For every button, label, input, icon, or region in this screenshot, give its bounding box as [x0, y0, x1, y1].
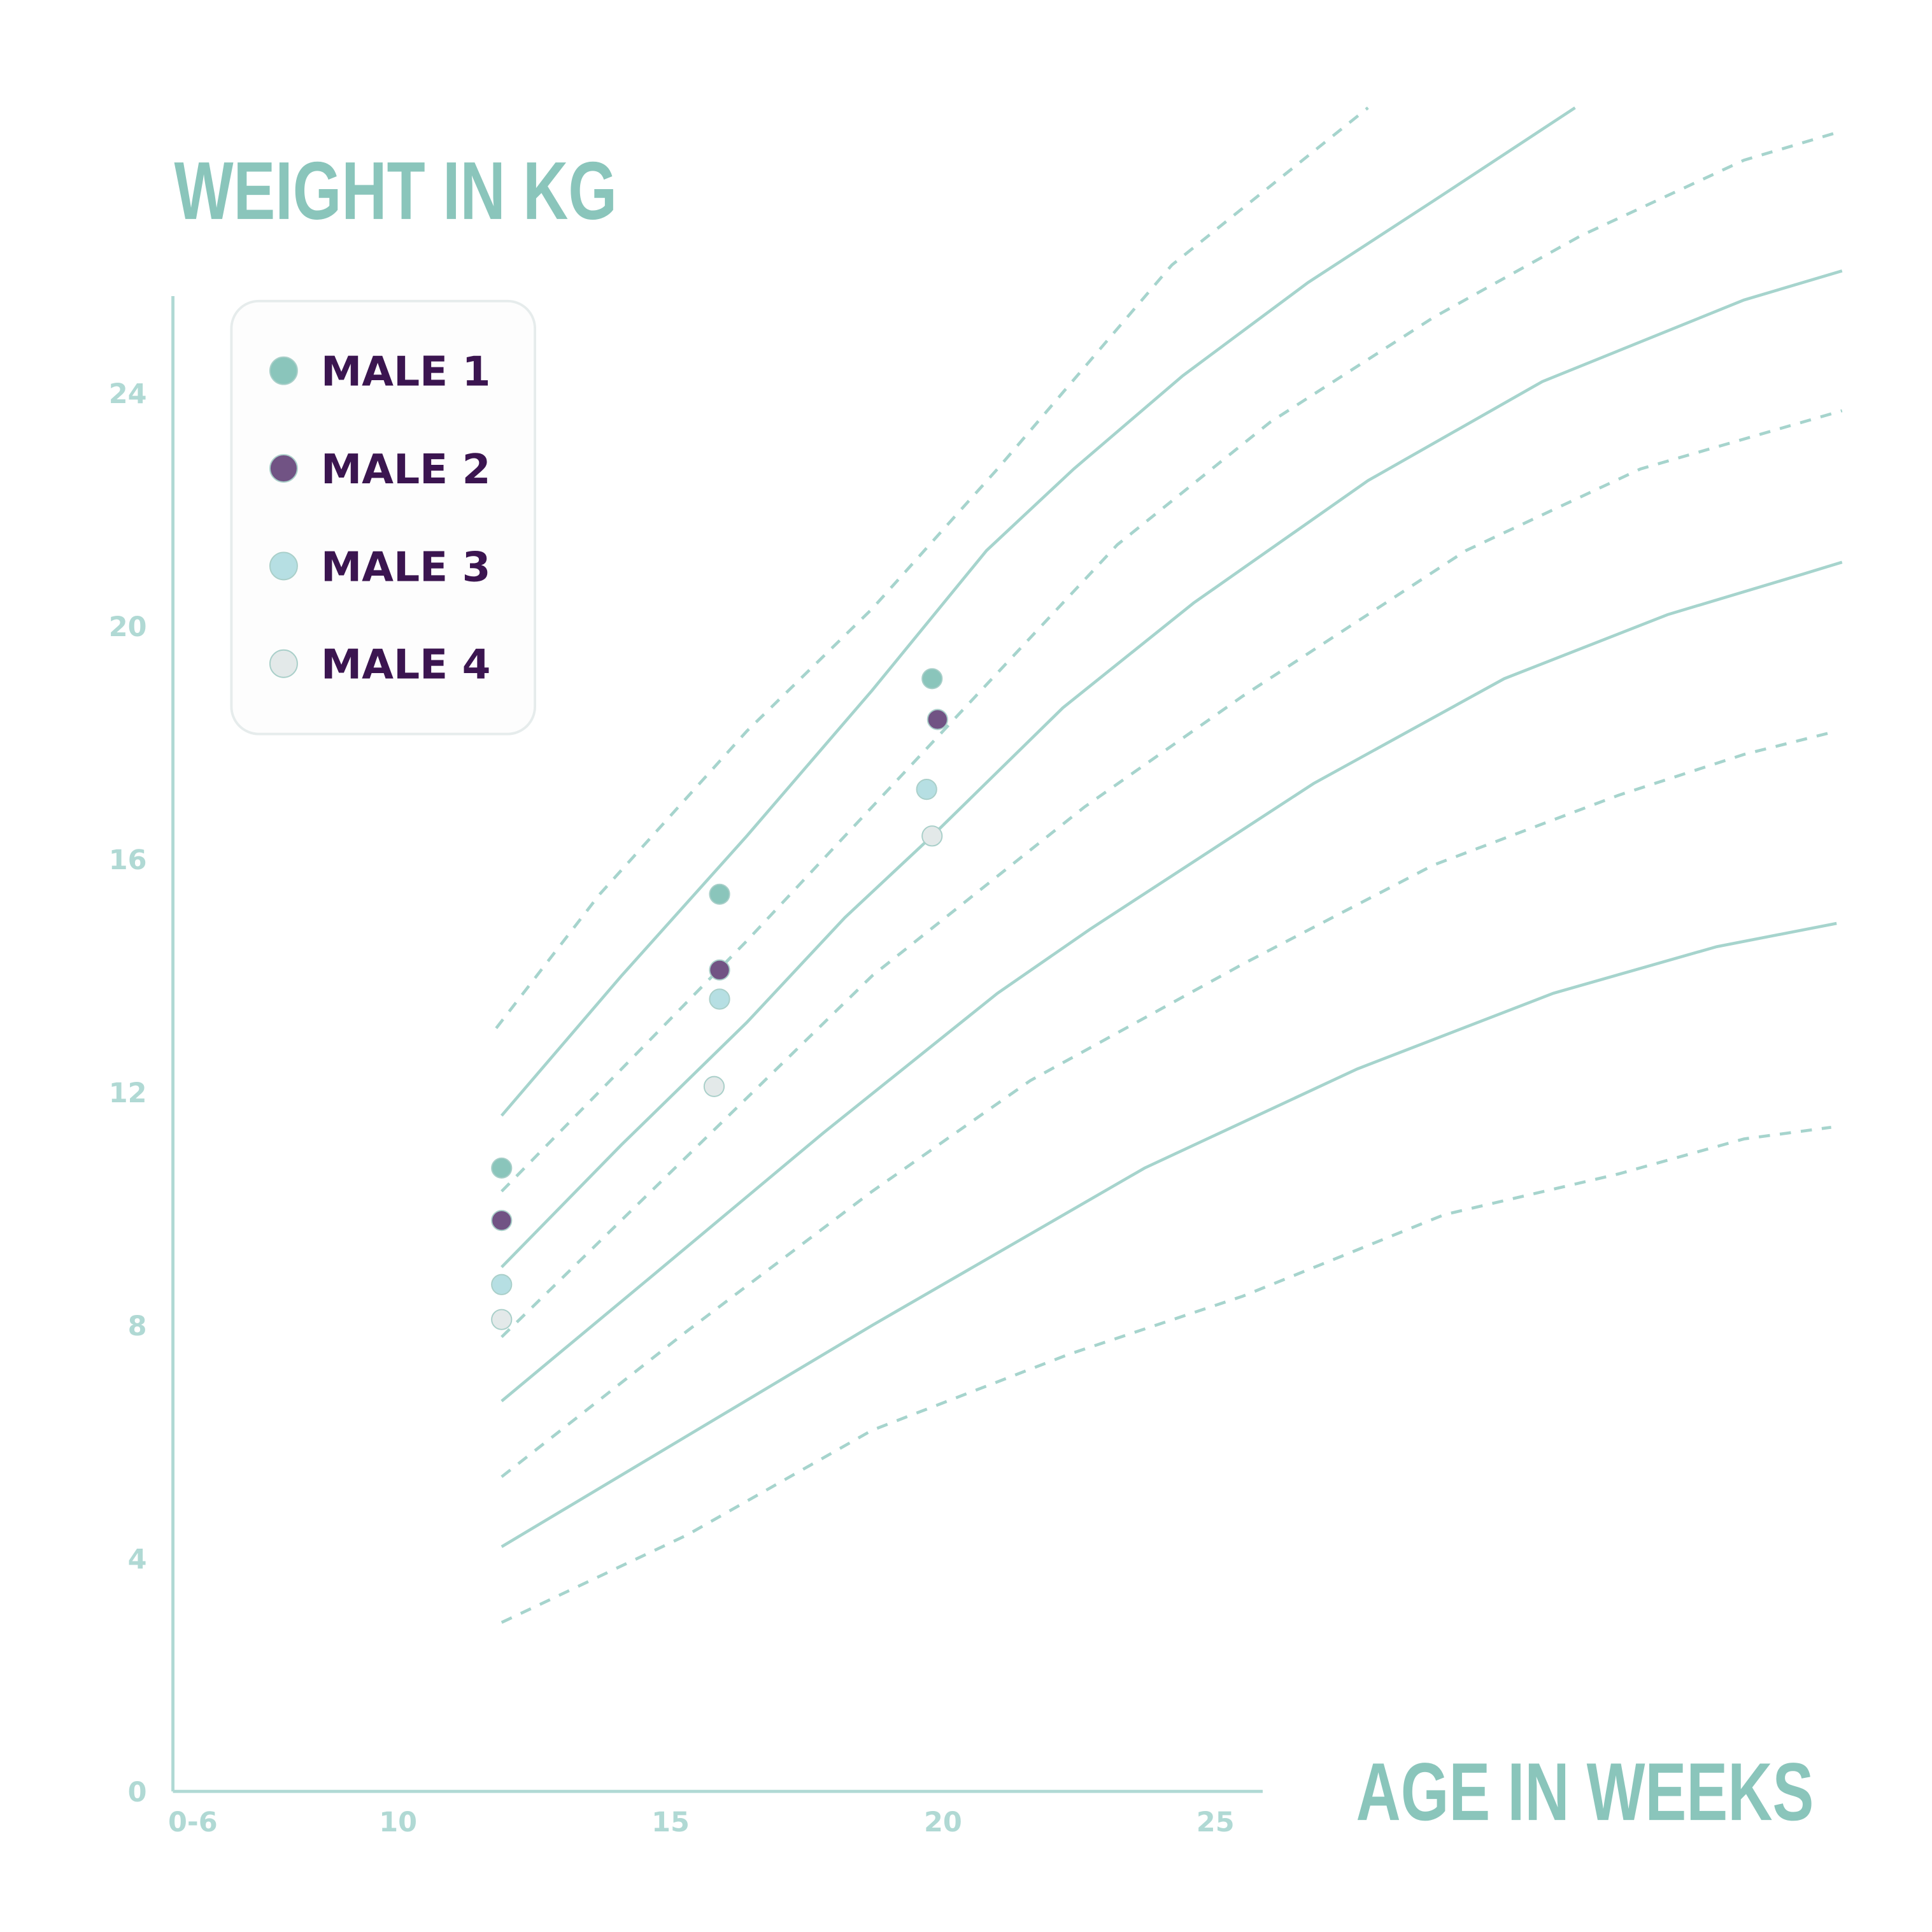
data-point-male-2: [709, 959, 730, 981]
reference-curve-7: [501, 729, 1837, 1479]
x-tick-label: 25: [1197, 1807, 1235, 1838]
x-tick-label: 20: [924, 1807, 962, 1838]
data-points: [491, 668, 948, 1330]
y-tick-label: 0: [128, 1777, 147, 1808]
legend-marker: [269, 356, 298, 385]
reference-curve-2: [500, 106, 1576, 1117]
x-axis-title: AGE IN WEEKS: [1356, 1746, 1814, 1838]
x-tick-label: 10: [379, 1807, 417, 1838]
x-tick-label: 0-6: [168, 1807, 218, 1838]
y-tick-labels: 0 4 8 12 16 20 24: [109, 378, 147, 1808]
reference-curves: [495, 106, 1843, 1624]
legend-label: MALE 4: [321, 641, 490, 689]
reference-curve-6: [501, 560, 1843, 1403]
data-point-male-4: [703, 1076, 725, 1097]
data-point-male-1: [921, 668, 943, 690]
y-tick-label: 20: [109, 611, 147, 643]
legend-label: MALE 2: [321, 446, 490, 494]
data-point-male-3: [916, 779, 937, 800]
data-point-male-1: [491, 1157, 513, 1179]
y-tick-label: 16: [109, 844, 147, 876]
reference-curve-3: [501, 129, 1843, 1193]
reference-curve-9: [501, 1125, 1831, 1624]
data-point-male-4: [491, 1309, 513, 1330]
data-point-male-2: [491, 1210, 513, 1232]
legend-marker: [269, 551, 298, 581]
legend-label: MALE 3: [321, 543, 490, 591]
data-point-male-3: [491, 1274, 513, 1295]
reference-curve-8: [501, 921, 1837, 1548]
reference-curve-1: [495, 106, 1369, 1030]
y-axis-title: WEIGHT IN KG: [174, 145, 617, 237]
y-tick-label: 12: [109, 1077, 147, 1109]
legend: MALE 1 MALE 2 MALE 3 MALE 4: [230, 299, 537, 735]
legend-label: MALE 1: [321, 348, 490, 396]
y-tick-label: 8: [128, 1310, 147, 1342]
reference-curve-4: [501, 269, 1843, 1268]
x-tick-label: 15: [651, 1807, 690, 1838]
legend-marker: [269, 454, 298, 483]
data-point-male-4: [921, 825, 943, 847]
x-tick-labels: 0-6 10 15 20 25: [168, 1807, 1235, 1838]
data-point-male-2: [927, 709, 948, 730]
legend-box: [230, 299, 537, 735]
legend-marker: [269, 649, 298, 678]
y-tick-label: 24: [109, 378, 147, 410]
data-point-male-3: [709, 988, 730, 1010]
y-tick-label: 4: [128, 1544, 147, 1575]
data-point-male-1: [709, 883, 730, 905]
reference-curve-5: [501, 409, 1843, 1339]
